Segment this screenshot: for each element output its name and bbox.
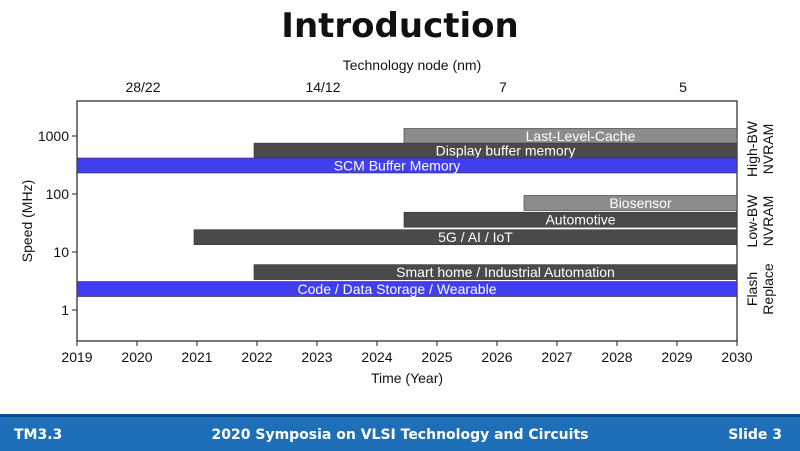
x-tick-label: 2022 bbox=[241, 349, 272, 365]
x-tick-label: 2029 bbox=[661, 349, 692, 365]
x-tick-label: 2027 bbox=[541, 349, 572, 365]
bar bbox=[193, 229, 738, 245]
node-tick-label: 7 bbox=[499, 79, 507, 95]
x-tick-label: 2030 bbox=[721, 349, 752, 365]
bar-label: SCM Buffer Memory bbox=[334, 158, 461, 174]
bar-label: Code / Data Storage / Wearable bbox=[298, 281, 497, 297]
bar bbox=[523, 195, 738, 211]
session-code: TM3.3 bbox=[14, 427, 63, 443]
x-tick-label: 2020 bbox=[121, 349, 152, 365]
bar-label: Automotive bbox=[545, 212, 615, 228]
chart: Technology node (nm) 28/22 14/12 7 5 1000 100 1… bbox=[19, 57, 776, 386]
conference-name: 2020 Symposia on VLSI Technology and Cir… bbox=[211, 427, 589, 443]
footer-bar: TM3.3 2020 Symposia on VLSI Technology a… bbox=[0, 414, 800, 451]
x-tick-label: 2019 bbox=[61, 349, 92, 365]
x-tick-label: 2026 bbox=[481, 349, 512, 365]
bar bbox=[403, 211, 738, 228]
bar bbox=[76, 281, 738, 297]
category-label-line1: Low-BW bbox=[744, 194, 760, 248]
bar-label: Biosensor bbox=[609, 195, 672, 211]
bar-label: 5G / AI / IoT bbox=[438, 229, 513, 245]
category-label-line2: NVRAM bbox=[760, 196, 776, 247]
category-label-line1: Flash bbox=[744, 272, 760, 306]
bar bbox=[76, 157, 738, 174]
y-tick-label: 1000 bbox=[38, 128, 69, 144]
bar-label: Smart home / Industrial Automation bbox=[396, 264, 615, 280]
top-axis-label: Technology node (nm) bbox=[343, 57, 482, 73]
category-label-line1: High-BW bbox=[744, 120, 760, 177]
x-axis-label: Time (Year) bbox=[371, 370, 443, 386]
y-axis-label: Speed (MHz) bbox=[19, 180, 35, 262]
node-tick-label: 14/12 bbox=[305, 79, 340, 95]
x-tick-label: 2025 bbox=[421, 349, 452, 365]
y-tick-label: 1 bbox=[61, 302, 69, 318]
node-tick-label: 5 bbox=[679, 79, 687, 95]
x-tick-label: 2024 bbox=[361, 349, 392, 365]
category-label-line2: Replace bbox=[760, 263, 776, 315]
category-label-line2: NVRAM bbox=[760, 124, 776, 175]
x-tick-label: 2023 bbox=[301, 349, 332, 365]
node-tick-label: 28/22 bbox=[125, 79, 160, 95]
bar-label: Last-Level-Cache bbox=[526, 128, 636, 144]
x-tick-label: 2021 bbox=[181, 349, 212, 365]
x-tick-label: 2028 bbox=[601, 349, 632, 365]
slide-number: Slide 3 bbox=[728, 427, 782, 443]
y-tick-label: 10 bbox=[53, 244, 69, 260]
bar-label: Display buffer memory bbox=[436, 143, 576, 159]
slide-title: Introduction bbox=[281, 6, 519, 46]
y-tick-label: 100 bbox=[46, 186, 70, 202]
bar bbox=[253, 264, 738, 280]
